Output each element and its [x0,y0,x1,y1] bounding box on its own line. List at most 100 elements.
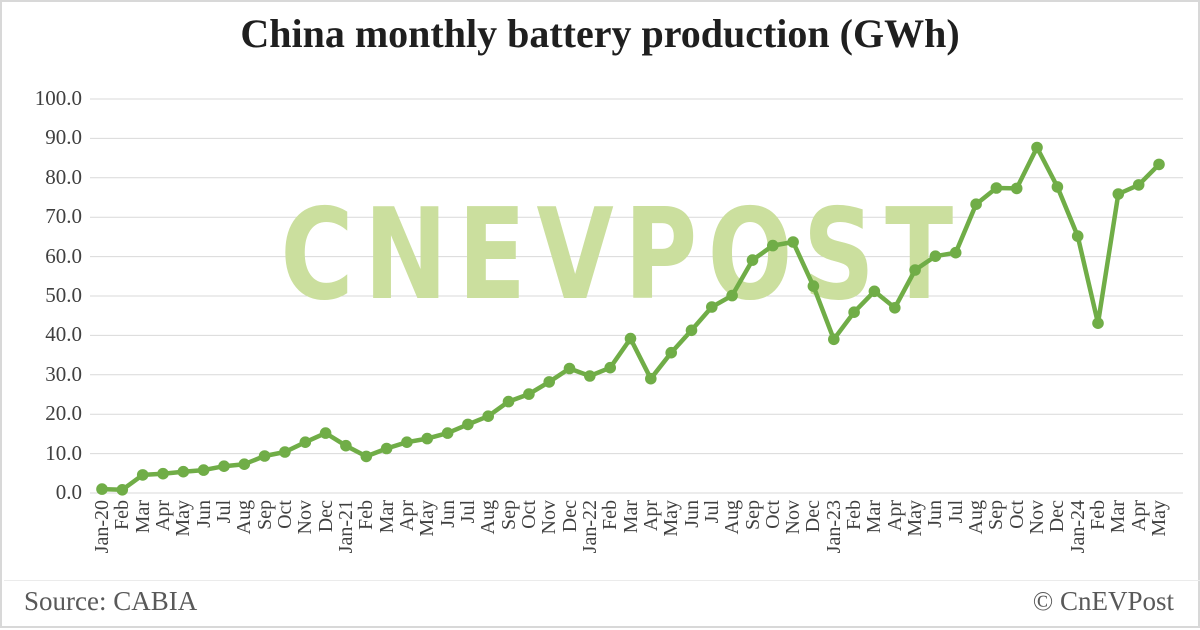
data-point [1132,179,1145,191]
x-tick-label: Jun [924,500,947,528]
x-tick-label: Jun [680,500,703,528]
data-point [157,467,169,480]
x-tick-label: Aug [477,500,500,535]
data-point [807,280,820,292]
data-point [563,362,576,375]
data-point [421,432,434,445]
x-tick-label: Aug [965,500,988,535]
x-tick-label: Apr [152,500,174,532]
data-point [990,182,1003,194]
cnevpost-watermark: CNEVPOST [280,182,963,328]
data-point [401,436,413,449]
data-point [340,439,352,452]
x-tick-label: Oct [273,500,296,529]
data-point [1031,141,1043,154]
data-point [482,410,495,423]
x-tick-label: Sep [985,500,1008,530]
x-tick-label: Dec [558,500,581,533]
data-point [197,464,210,476]
x-tick-label: Feb [355,500,378,530]
x-tick-label: Jan-20 [91,500,113,554]
x-tick-label: Apr [883,500,906,532]
data-point [299,436,312,449]
data-point [1112,188,1125,200]
data-point [360,450,373,463]
y-tick-label: 50.0 [45,283,82,307]
data-point [136,469,149,481]
x-tick-label: Oct [1005,500,1028,529]
x-tick-label: Nov [538,500,561,535]
x-tick-label: Jul [700,500,723,524]
x-tick-label: Jul [456,500,479,524]
data-point [970,198,982,210]
x-tick-label: May [1148,500,1170,537]
data-point [1092,317,1104,330]
x-tick-label: Sep [253,500,276,530]
y-tick-label: 20.0 [45,401,82,426]
data-point [889,302,901,314]
x-tick-label: Jun [192,500,215,528]
x-tick-label: Jan-21 [334,500,357,554]
x-tick-label: Nov [1026,500,1048,535]
x-tick-label: Oct [517,500,540,529]
data-point [706,301,718,313]
data-point [746,254,759,266]
x-tick-label: May [172,500,195,537]
data-point [868,285,881,298]
data-point [685,324,698,337]
data-point [441,427,454,439]
x-tick-label: Jan-22 [578,500,601,554]
x-tick-label: Apr [395,500,418,532]
data-point [665,346,677,359]
y-tick-label: 30.0 [45,361,82,386]
x-tick-label: Mar [131,500,154,534]
x-tick-label: Aug [721,500,744,535]
data-point [767,239,779,252]
x-tick-label: Apr [1127,500,1150,532]
x-tick-label: May [660,500,683,537]
x-tick-label: Dec [802,500,825,533]
data-point [1071,230,1084,242]
data-point [319,427,332,439]
data-point [929,250,942,262]
y-tick-label: 40.0 [45,322,82,347]
data-point [909,264,921,276]
x-tick-label: Apr [639,500,662,532]
x-tick-label: Sep [497,500,520,530]
x-tick-label: Aug [233,500,256,535]
credit-label: © CnEVPost [1032,586,1174,616]
data-point [949,246,962,259]
x-tick-label: Jan-24 [1066,500,1089,554]
x-tick-label: Mar [1107,500,1130,534]
x-tick-label: Mar [375,500,398,534]
data-point [238,458,251,471]
x-tick-label: Jul [213,500,235,524]
x-tick-label: May [416,500,439,537]
x-tick-label: Jan-23 [822,500,845,554]
x-tick-label: Feb [1087,500,1109,530]
x-tick-label: Jul [944,500,967,524]
data-point [604,361,616,374]
data-point [502,395,515,408]
x-tick-label: Feb [843,500,866,530]
x-tick-label: Mar [619,500,642,534]
data-point [523,388,535,400]
data-point [1051,181,1064,193]
y-tick-label: 70.0 [45,204,82,229]
data-point [279,446,291,458]
data-point [543,376,555,388]
data-point [624,332,637,345]
x-tick-label: Dec [1046,500,1069,533]
y-tick-label: 60.0 [45,243,82,268]
data-point [177,465,190,478]
data-point [726,289,738,302]
x-tick-label: Dec [314,500,337,533]
data-point [645,372,657,385]
data-point [584,370,596,382]
data-point [380,442,393,455]
x-tick-label: Feb [599,500,622,530]
y-tick-label: 100.0 [34,86,82,110]
y-tick-label: 10.0 [45,440,82,465]
